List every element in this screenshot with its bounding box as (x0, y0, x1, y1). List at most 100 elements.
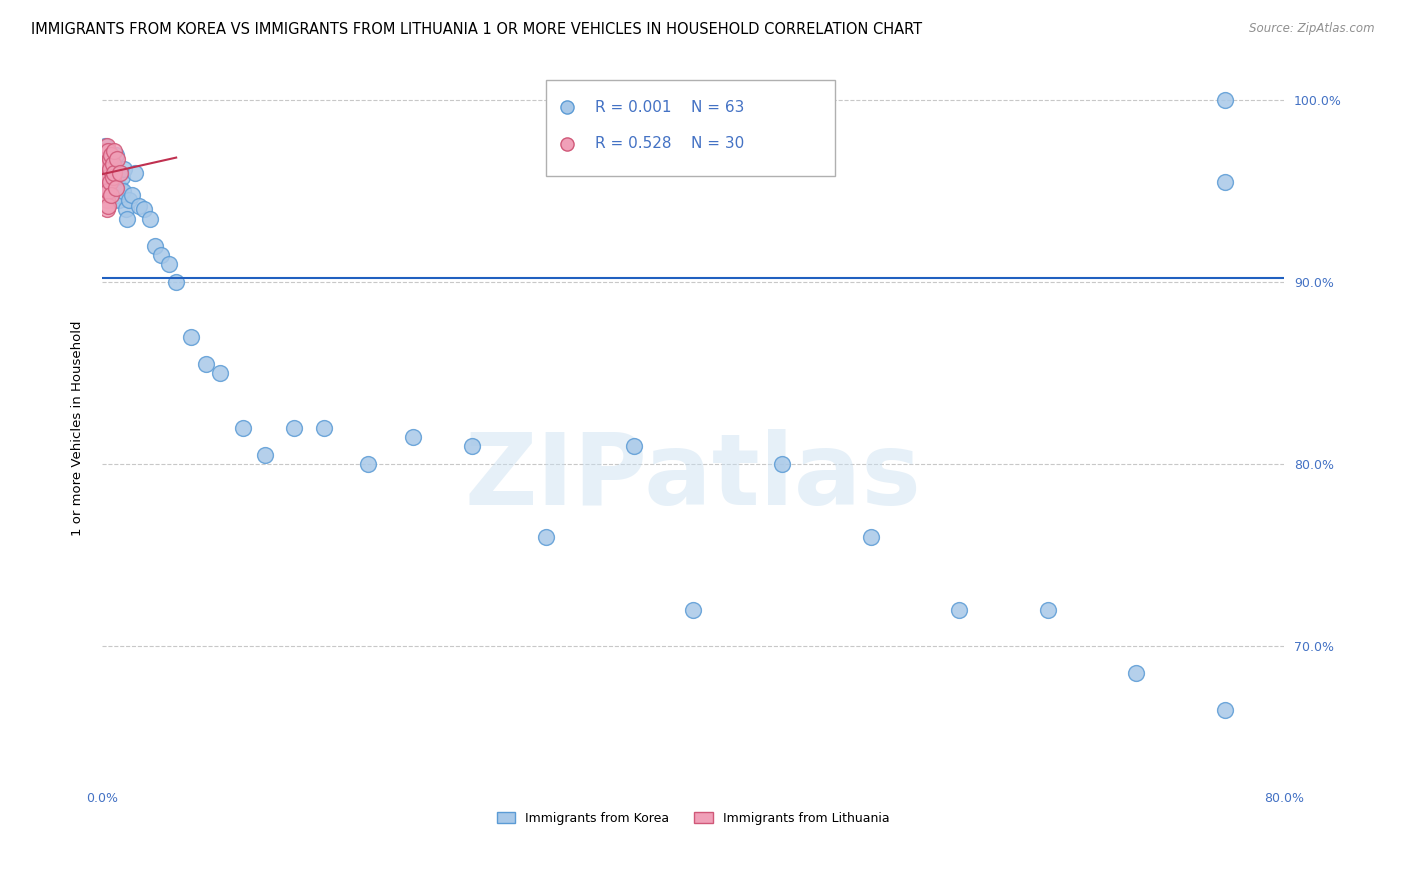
Point (253, 448, 276, 462)
Point (128, 199, 150, 213)
Point (1213, 703, 1236, 717)
Point (100, 148, 122, 162)
Point (1125, 666, 1147, 681)
Point (121, 188, 143, 202)
Point (1036, 603, 1059, 617)
Point (165, 275, 187, 289)
Point (94, 145, 117, 159)
Point (93, 175, 115, 189)
Point (105, 166, 128, 180)
Point (770, 457, 793, 471)
Point (93, 162, 115, 177)
Legend: Immigrants from Korea, Immigrants from Lithuania: Immigrants from Korea, Immigrants from L… (492, 806, 894, 830)
Point (96, 194, 118, 208)
Point (101, 194, 124, 208)
Point (96, 180, 118, 194)
Point (98, 175, 121, 189)
Point (103, 166, 125, 180)
Text: R = 0.528    N = 30: R = 0.528 N = 30 (595, 136, 744, 152)
Point (1213, 175, 1236, 189)
Point (1213, 93, 1236, 107)
Point (104, 180, 127, 194)
Point (98, 162, 121, 177)
Point (534, 530, 557, 544)
Point (283, 421, 305, 435)
Point (98, 175, 121, 189)
Point (145, 239, 167, 253)
Point (111, 184, 134, 198)
Point (194, 357, 217, 371)
Point (97, 169, 120, 184)
Point (115, 202, 138, 217)
Point (105, 188, 128, 202)
Point (94, 157, 117, 171)
Point (105, 152, 128, 166)
Point (100, 152, 122, 166)
Point (682, 603, 704, 617)
Point (96, 169, 118, 184)
Point (96, 166, 118, 180)
Point (150, 248, 173, 262)
Point (114, 162, 136, 177)
Point (97, 157, 120, 171)
Point (97, 145, 120, 159)
Point (101, 162, 124, 177)
Point (98, 162, 121, 177)
Point (96, 138, 118, 153)
FancyBboxPatch shape (546, 80, 835, 176)
Point (97, 184, 120, 198)
Point (97, 175, 120, 189)
Text: R = 0.001    N = 63: R = 0.001 N = 63 (595, 100, 745, 114)
Point (94, 138, 117, 153)
Text: Source: ZipAtlas.com: Source: ZipAtlas.com (1250, 22, 1375, 36)
Point (101, 157, 124, 171)
Point (103, 157, 125, 171)
Point (94, 148, 117, 162)
Point (157, 257, 180, 271)
Point (103, 145, 125, 159)
Point (107, 194, 129, 208)
Y-axis label: 1 or more Vehicles in Household: 1 or more Vehicles in Household (72, 320, 84, 535)
Point (672, 180, 695, 194)
Point (103, 169, 125, 184)
Text: IMMIGRANTS FROM KOREA VS IMMIGRANTS FROM LITHUANIA 1 OR MORE VEHICLES IN HOUSEHO: IMMIGRANTS FROM KOREA VS IMMIGRANTS FROM… (31, 22, 922, 37)
Point (401, 430, 423, 444)
Point (672, 275, 695, 289)
Point (623, 439, 645, 453)
Point (117, 211, 139, 226)
Point (108, 180, 131, 194)
Point (94, 157, 117, 171)
Point (98, 148, 121, 162)
Point (101, 169, 124, 184)
Point (460, 439, 482, 453)
Point (110, 169, 132, 184)
Point (96, 152, 118, 166)
Point (124, 166, 146, 180)
Point (93, 148, 115, 162)
Point (97, 199, 120, 213)
Point (118, 194, 141, 208)
Point (108, 166, 131, 180)
Point (96, 145, 118, 159)
Point (132, 202, 155, 217)
Point (357, 457, 380, 471)
Point (104, 148, 127, 162)
Point (94, 169, 117, 184)
Point (232, 421, 254, 435)
Point (209, 366, 232, 380)
Point (948, 603, 970, 617)
Point (93, 162, 115, 177)
Point (100, 184, 122, 198)
Point (180, 330, 202, 344)
Point (138, 211, 160, 226)
Point (93, 166, 115, 180)
Point (98, 152, 121, 166)
Point (100, 188, 122, 202)
Point (97, 157, 120, 171)
Text: ZIPatlas: ZIPatlas (465, 429, 922, 526)
Point (94, 166, 117, 180)
Point (104, 180, 127, 194)
Point (859, 530, 882, 544)
Point (97, 166, 120, 180)
Point (96, 180, 118, 194)
